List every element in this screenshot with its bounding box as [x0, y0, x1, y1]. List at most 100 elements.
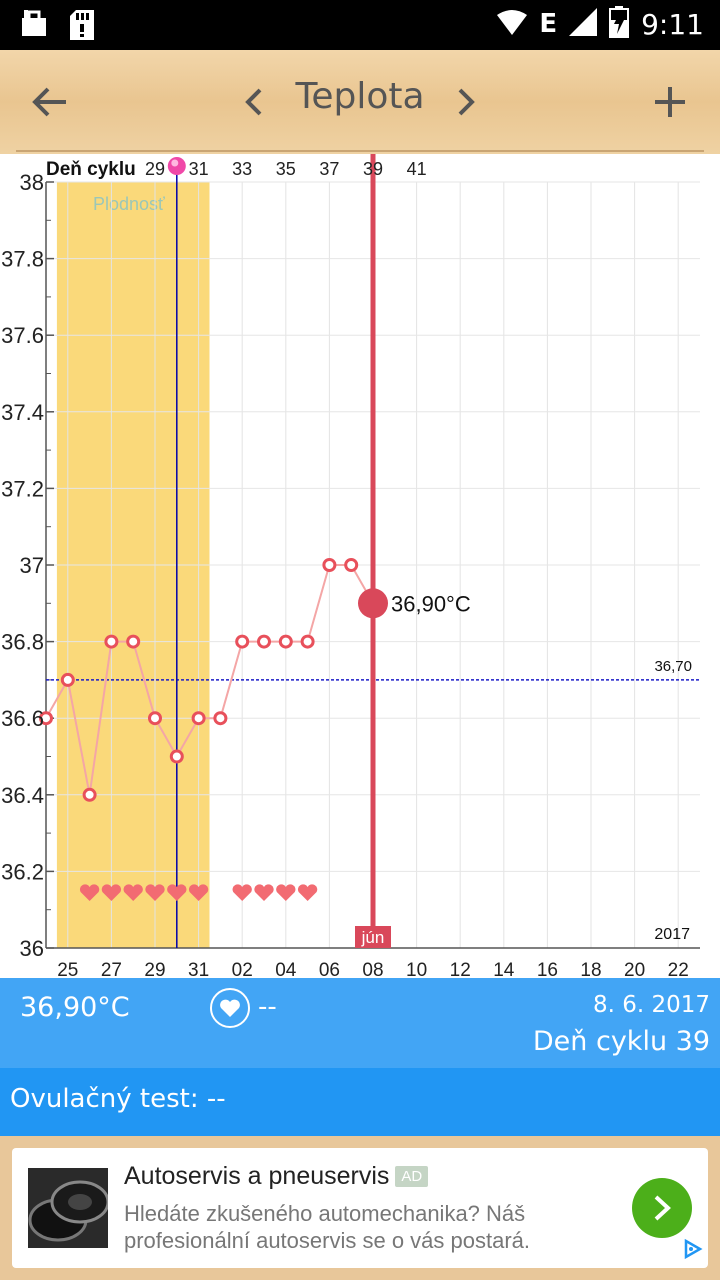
heart-icon [167, 884, 187, 901]
back-button[interactable] [22, 74, 78, 130]
previous-chart-button[interactable] [226, 74, 282, 130]
temperature-point [104, 634, 119, 649]
ad-badge: AD [395, 1166, 429, 1187]
heart-icon [220, 999, 240, 1017]
chevron-right-icon [458, 88, 475, 116]
ovulation-test-bar[interactable]: Ovulačný test: -- [0, 1068, 720, 1136]
x-tick-label: 02 [232, 960, 253, 978]
temperature-point [322, 558, 337, 572]
add-button[interactable] [642, 74, 698, 130]
cycle-day-axis-label: Deň cyklu [46, 159, 136, 180]
ovulation-marker [167, 157, 186, 175]
temperature-point [148, 711, 162, 726]
x-tick-label: 31 [188, 960, 209, 978]
page-title: Teplota [295, 76, 425, 117]
x-tick-label: 25 [57, 960, 78, 978]
x-tick-label: 29 [144, 960, 165, 978]
ad-description[interactable]: Hledáte zkušeného automechanika? Náš pro… [124, 1201, 531, 1253]
x-tick-label: 16 [537, 960, 558, 978]
month-label-box [355, 926, 391, 948]
adchoices-icon[interactable] [682, 1238, 704, 1264]
next-chart-button[interactable] [438, 74, 494, 130]
briefcase-icon [20, 10, 48, 44]
heart-icon [79, 884, 100, 901]
chart-svg[interactable]: Plodnosť 36,70 36,90°C jún 38 37.8 37.6 37.4… [0, 154, 720, 981]
month-label: jún [361, 928, 385, 947]
wifi-icon [497, 9, 528, 39]
x-tick-label: 22 [668, 960, 689, 978]
signal-icon [569, 8, 598, 40]
fertile-window-label: Plodnosť [93, 194, 165, 214]
x-tick-label: 20 [624, 960, 645, 978]
temperature-point [169, 749, 184, 764]
coverline-label: 36,70 [654, 658, 692, 675]
temperature-point [82, 787, 97, 802]
info-bar: 36,90°C -- 8. 6. 2017 Deň cyklu 39 [0, 978, 720, 1068]
x-tick-label: 14 [493, 960, 515, 978]
heart-icon [101, 884, 122, 901]
x-tick-label: 06 [319, 960, 340, 978]
heart-icon [188, 884, 209, 901]
heart-icon [232, 884, 252, 901]
year-label: 2017 [654, 926, 690, 943]
cycle-day-tick-label: 37 [319, 159, 339, 179]
temperature-point [39, 711, 53, 726]
intercourse-value: -- [258, 992, 277, 1022]
ad-title[interactable]: Autoservis a pneuservis AD [124, 1162, 429, 1191]
temperature-point [344, 558, 359, 572]
selected-date: 8. 6. 2017 [592, 992, 710, 1018]
y-tick-label: 36 [20, 936, 44, 961]
heart-icon [276, 884, 296, 901]
temperature-point [235, 634, 250, 649]
clock: 9:11 [641, 7, 704, 41]
temperature-chart[interactable]: Plodnosť 36,70 36,90°C jún 38 37.8 37.6 37.4… [0, 154, 720, 981]
heart-icon [254, 884, 274, 901]
x-tick-label: 12 [450, 960, 471, 978]
x-tick-label: 27 [101, 960, 122, 978]
y-tick-label: 37.6 [1, 323, 44, 348]
sd-card-icon [70, 10, 94, 44]
temperature-point [278, 634, 293, 649]
y-tick-label: 37.4 [1, 400, 44, 425]
intercourse-button[interactable] [210, 988, 250, 1028]
y-tick-label: 36.2 [1, 859, 44, 884]
temperature-point [191, 711, 206, 726]
ad-image[interactable] [28, 1168, 108, 1248]
heart-icon [145, 884, 165, 901]
cycle-day-tick-label: 41 [407, 159, 427, 179]
cycle-day-tick-label: 33 [232, 159, 252, 179]
heart-icon [123, 884, 143, 901]
temperature-line [45, 564, 374, 795]
status-bar: E 9:11 [0, 0, 720, 50]
chevron-left-icon [245, 88, 262, 116]
cycle-day-tick-label: 35 [276, 159, 296, 179]
ad-banner[interactable]: Autoservis a pneuservis AD Hledáte zkušen… [12, 1148, 708, 1268]
ad-open-button[interactable] [632, 1178, 692, 1238]
selected-temperature: 36,90°C [20, 992, 130, 1023]
x-tick-label: 08 [362, 960, 383, 978]
selected-day-line [370, 154, 376, 948]
chevron-right-icon [654, 1195, 671, 1221]
ovulation-test-label: Ovulačný test: -- [10, 1084, 226, 1114]
y-tick-label: 36.6 [1, 706, 44, 731]
selected-temperature-label: 36,90°C [391, 591, 471, 616]
cycle-day-tick-label: 31 [189, 159, 209, 179]
y-tick-label: 36.8 [1, 630, 44, 655]
y-tick-label: 37.2 [1, 476, 44, 501]
heart-icon [297, 884, 318, 901]
x-tick-label: 10 [406, 960, 427, 978]
plus-icon [655, 87, 685, 117]
temperature-point [257, 634, 271, 649]
x-tick-label: 18 [580, 960, 601, 978]
x-tick-label: 04 [275, 960, 297, 978]
temperature-point [300, 634, 315, 649]
y-tick-label: 37 [20, 553, 44, 578]
network-type: E [539, 9, 558, 39]
selected-temperature-point [358, 588, 388, 619]
y-tick-label: 36.4 [1, 783, 44, 808]
cycle-day-tick-label: 39 [363, 159, 383, 179]
temperature-point [60, 672, 75, 687]
y-tick-label: 38 [20, 170, 44, 195]
cycle-day-tick-label: 29 [145, 159, 165, 179]
toolbar: Teplota [0, 50, 720, 154]
